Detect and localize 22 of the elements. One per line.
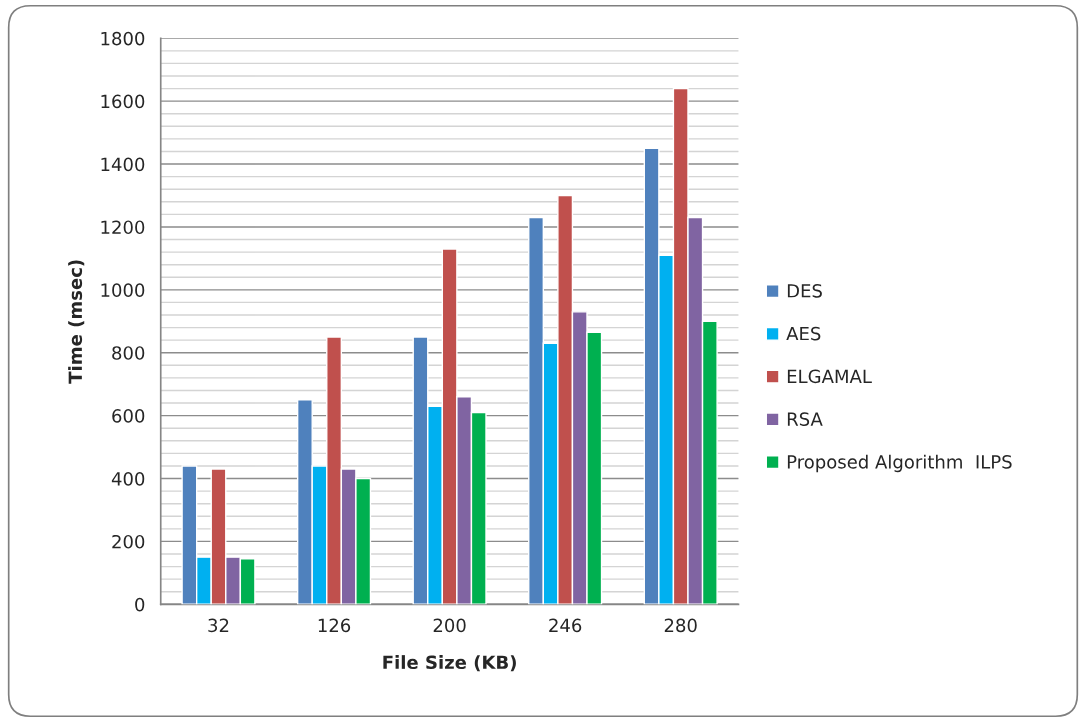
legend-label: RSA (787, 412, 823, 426)
x-tick-label: 280 (664, 618, 697, 633)
y-tick-label: 1400 (101, 157, 145, 172)
y-tick-label: 400 (111, 471, 145, 486)
y-tick-label: 200 (112, 534, 145, 549)
legend-label: AES (786, 326, 821, 341)
y-tick-label: 1000 (101, 283, 145, 297)
y-tick-label: 1600 (101, 94, 145, 109)
y-tick-label: 0 (135, 597, 145, 612)
x-axis-title: File Size (KB) (383, 655, 516, 672)
y-tick-label: 600 (112, 409, 145, 423)
x-tick-label: 246 (549, 618, 582, 633)
x-tick-label: 32 (208, 618, 229, 633)
legend-label: DES (787, 283, 822, 298)
y-tick-label: 1200 (101, 220, 145, 235)
x-tick-label: 200 (433, 618, 466, 633)
legend-label: Proposed Algorithm ILPS (787, 454, 1012, 473)
legend-label: ELGAMAL (787, 369, 872, 384)
y-axis-title: Time (msec) (68, 260, 85, 384)
y-tick-label: 800 (112, 346, 145, 360)
y-tick-label: 1800 (101, 31, 145, 46)
x-tick-label: 126 (318, 618, 351, 633)
